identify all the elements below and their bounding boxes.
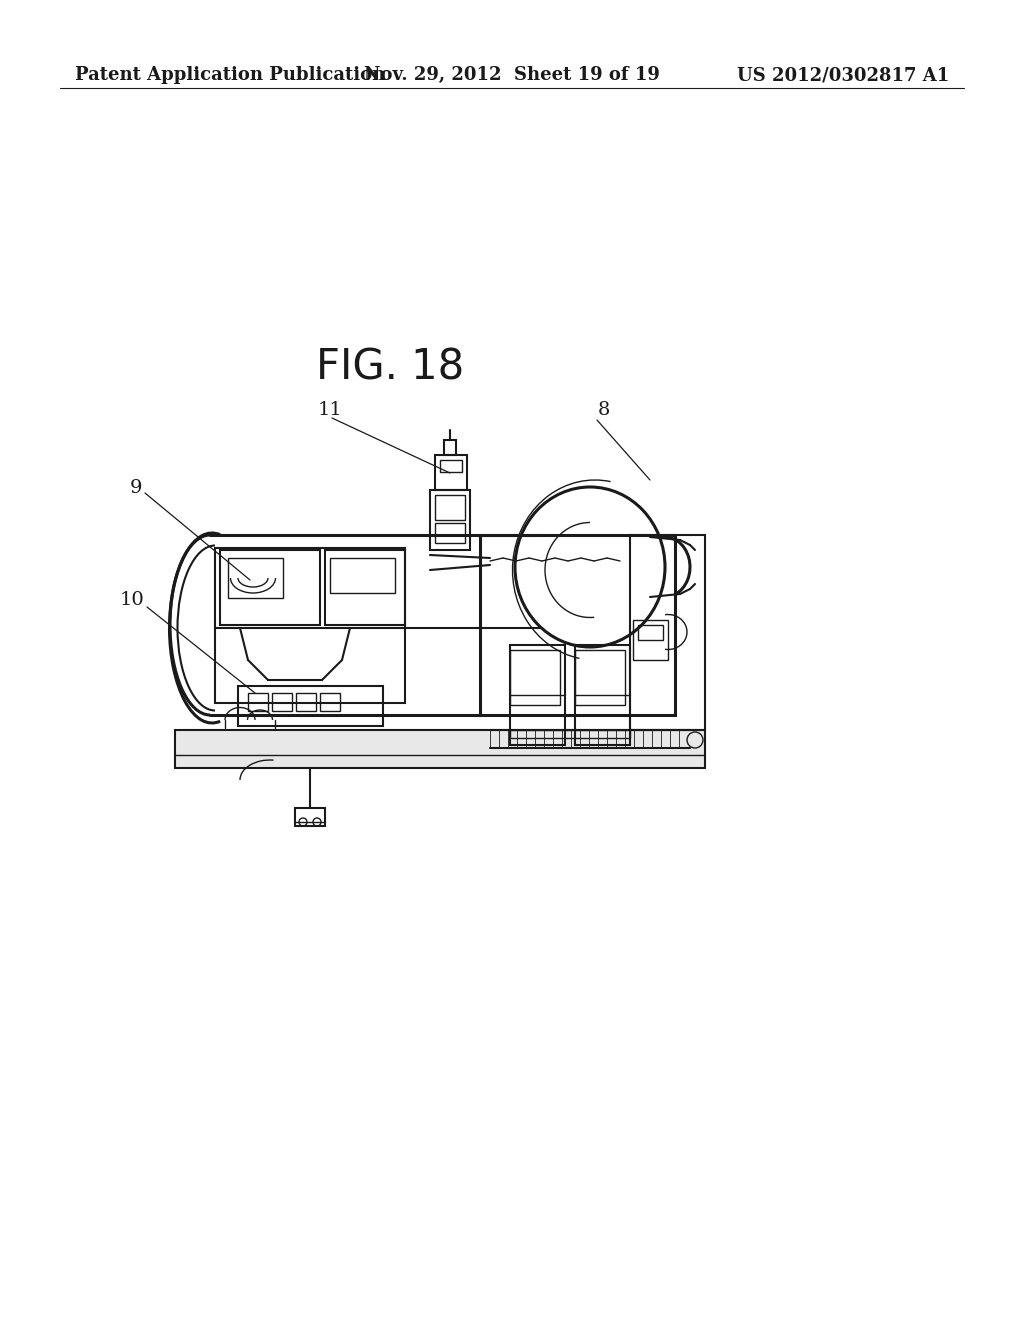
Bar xyxy=(510,730,630,738)
Bar xyxy=(238,686,383,726)
Text: 11: 11 xyxy=(318,401,343,418)
Bar xyxy=(575,645,630,744)
Bar xyxy=(444,440,456,455)
Text: 8: 8 xyxy=(598,401,610,418)
Bar xyxy=(248,693,268,711)
Bar xyxy=(319,693,340,711)
Bar xyxy=(272,693,292,711)
Bar xyxy=(435,523,465,543)
Bar xyxy=(638,624,663,640)
Bar xyxy=(480,535,675,715)
Bar xyxy=(575,649,625,705)
Text: Patent Application Publication: Patent Application Publication xyxy=(75,66,385,84)
Bar xyxy=(630,535,705,730)
Bar xyxy=(325,550,406,624)
Bar xyxy=(440,459,462,473)
Text: 9: 9 xyxy=(130,479,142,498)
Bar xyxy=(330,558,395,593)
Text: FIG. 18: FIG. 18 xyxy=(315,347,464,389)
Bar xyxy=(510,645,565,744)
Bar xyxy=(220,550,319,624)
Bar xyxy=(215,548,406,704)
Bar xyxy=(175,730,705,768)
Bar xyxy=(296,693,316,711)
Bar xyxy=(430,490,470,550)
Bar xyxy=(633,620,668,660)
Text: US 2012/0302817 A1: US 2012/0302817 A1 xyxy=(736,66,949,84)
Text: Nov. 29, 2012  Sheet 19 of 19: Nov. 29, 2012 Sheet 19 of 19 xyxy=(365,66,659,84)
Bar xyxy=(435,455,467,490)
Text: 10: 10 xyxy=(120,591,144,609)
Bar xyxy=(510,649,560,705)
Bar xyxy=(435,495,465,520)
Bar xyxy=(228,558,283,598)
Bar xyxy=(295,808,325,826)
